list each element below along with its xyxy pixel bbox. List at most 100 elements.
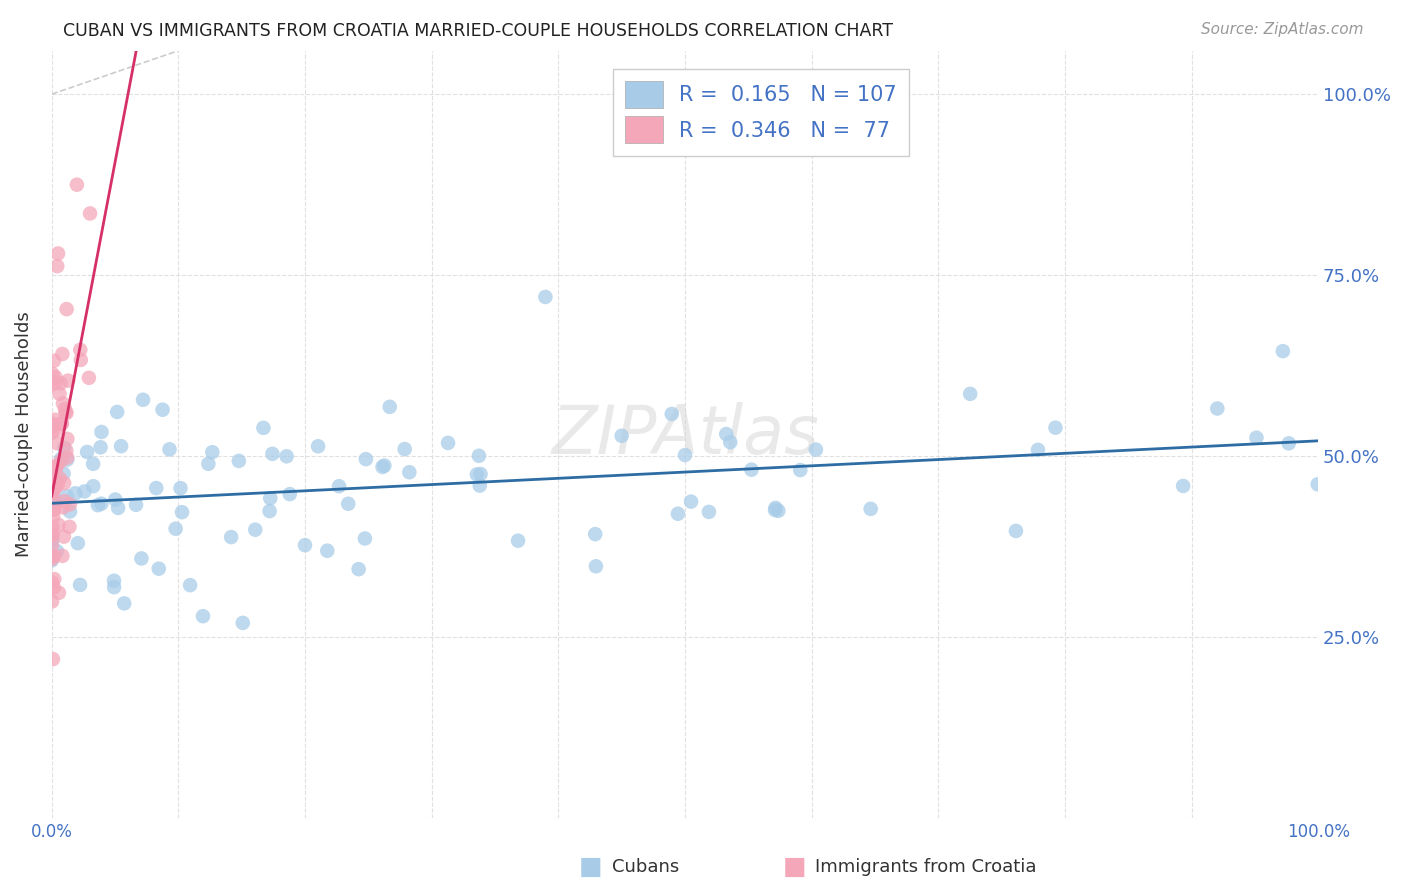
Point xyxy=(82,479,104,493)
Point xyxy=(179,578,201,592)
Point xyxy=(276,450,298,464)
Point xyxy=(66,536,89,550)
Point xyxy=(52,467,75,481)
Point xyxy=(46,544,69,558)
Point xyxy=(42,503,65,517)
Point xyxy=(373,458,395,473)
Point xyxy=(131,551,153,566)
Point xyxy=(534,290,557,304)
Point xyxy=(789,463,811,477)
Point xyxy=(56,432,79,446)
Point xyxy=(859,501,882,516)
Point xyxy=(41,469,63,483)
Point xyxy=(45,458,67,473)
Point xyxy=(673,448,696,462)
Point xyxy=(52,530,75,544)
Point xyxy=(245,523,267,537)
Point xyxy=(169,481,191,495)
Point xyxy=(42,509,65,524)
Point xyxy=(354,452,377,467)
Point xyxy=(42,474,65,488)
Point xyxy=(59,504,82,518)
Point xyxy=(44,572,66,586)
Point xyxy=(1206,401,1229,416)
Point xyxy=(90,497,112,511)
Point xyxy=(42,478,65,492)
Point xyxy=(52,500,75,515)
Point xyxy=(48,386,70,401)
Point xyxy=(42,462,65,476)
Point xyxy=(69,352,91,367)
Point xyxy=(44,501,66,516)
Point xyxy=(1278,436,1301,450)
Point xyxy=(41,594,63,608)
Point xyxy=(1026,442,1049,457)
Point xyxy=(82,457,104,471)
Point xyxy=(52,396,75,410)
Point xyxy=(42,581,65,595)
Point xyxy=(41,553,63,567)
Point xyxy=(41,472,63,486)
Point xyxy=(1246,431,1268,445)
Point xyxy=(41,575,63,590)
Point xyxy=(45,474,67,488)
Point xyxy=(371,459,394,474)
Point xyxy=(197,457,219,471)
Point xyxy=(41,533,63,547)
Point xyxy=(104,492,127,507)
Point xyxy=(41,468,63,483)
Point xyxy=(468,449,491,463)
Point xyxy=(41,528,63,542)
Point xyxy=(201,445,224,459)
Point xyxy=(55,405,77,419)
Point xyxy=(90,425,112,439)
Point xyxy=(41,377,63,392)
Point xyxy=(41,549,63,564)
Point xyxy=(41,459,63,474)
Point xyxy=(804,442,827,457)
Point xyxy=(41,552,63,566)
Point xyxy=(55,406,77,420)
Point xyxy=(583,527,606,541)
Point xyxy=(45,480,67,494)
Point xyxy=(79,206,101,220)
Point xyxy=(55,302,77,317)
Point xyxy=(41,425,63,440)
Point xyxy=(87,498,110,512)
Point xyxy=(41,367,63,381)
Point xyxy=(718,435,741,450)
Point xyxy=(46,259,69,273)
Text: Source: ZipAtlas.com: Source: ZipAtlas.com xyxy=(1201,22,1364,37)
Point xyxy=(51,417,73,431)
Point xyxy=(73,484,96,499)
Point xyxy=(610,429,633,443)
Point xyxy=(44,494,66,508)
Point xyxy=(262,447,284,461)
Point xyxy=(294,538,316,552)
Point xyxy=(55,443,77,458)
Point xyxy=(90,440,112,454)
Point xyxy=(316,543,339,558)
Point xyxy=(42,484,65,499)
Point xyxy=(959,387,981,401)
Point xyxy=(42,419,65,434)
Point xyxy=(465,467,488,482)
Point xyxy=(65,486,87,500)
Point xyxy=(328,479,350,493)
Point xyxy=(347,562,370,576)
Point xyxy=(49,471,72,485)
Point xyxy=(44,370,66,384)
Point xyxy=(170,505,193,519)
Point xyxy=(337,497,360,511)
Point xyxy=(41,538,63,552)
Point xyxy=(506,533,529,548)
Point xyxy=(76,445,98,459)
Y-axis label: Married-couple Households: Married-couple Households xyxy=(15,311,32,558)
Point xyxy=(378,400,401,414)
Point xyxy=(1306,477,1329,491)
Point xyxy=(125,498,148,512)
Point xyxy=(42,652,65,666)
Point xyxy=(42,481,65,495)
Point xyxy=(56,489,79,503)
Point xyxy=(46,246,69,260)
